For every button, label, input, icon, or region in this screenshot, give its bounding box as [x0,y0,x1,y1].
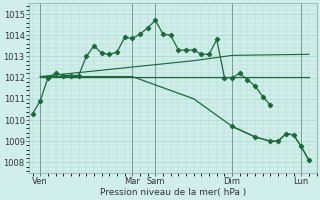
X-axis label: Pression niveau de la mer( hPa ): Pression niveau de la mer( hPa ) [100,188,246,197]
